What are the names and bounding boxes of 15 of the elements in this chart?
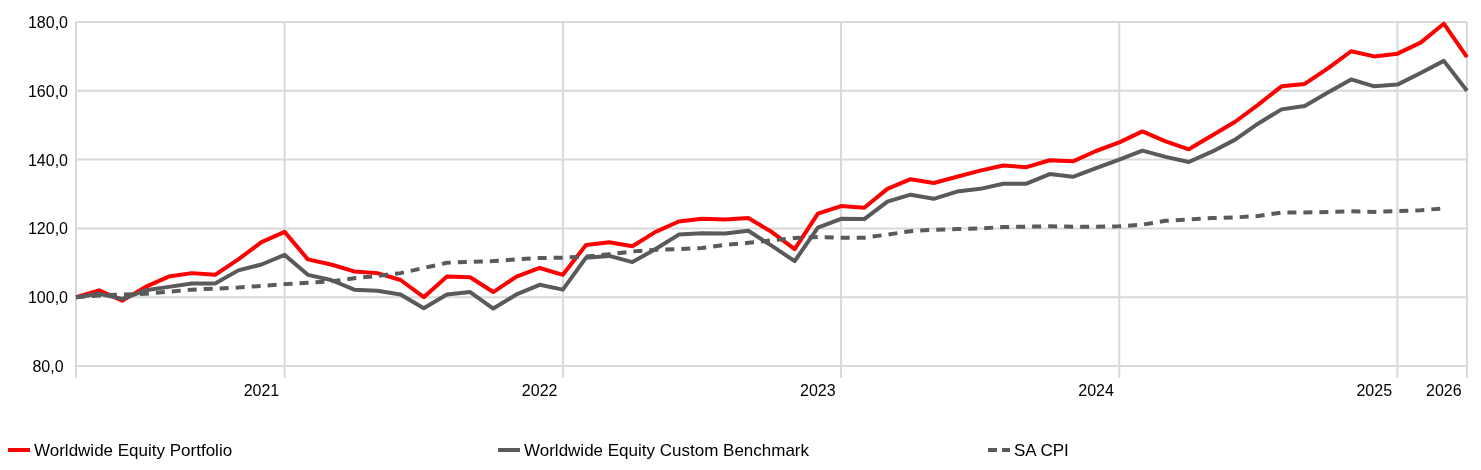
x-tick-label: 2023 bbox=[800, 382, 836, 399]
legend-label: Worldwide Equity Portfolio bbox=[34, 441, 233, 460]
y-tick-label: 140,0 bbox=[27, 151, 69, 169]
x-tick-label: 2025 bbox=[1356, 382, 1393, 399]
legend-label: SA CPI bbox=[1014, 441, 1069, 460]
x-tick-label: 2021 bbox=[243, 382, 280, 399]
y-tick-label: 160,0 bbox=[27, 82, 69, 100]
x-tick-label: 2022 bbox=[521, 382, 558, 399]
x-tick-label: 2026 bbox=[1426, 382, 1462, 399]
x-tick-label: 2024 bbox=[1078, 382, 1114, 399]
y-tick-label: 120,0 bbox=[27, 220, 69, 238]
y-tick-label: 180,0 bbox=[27, 14, 69, 31]
y-tick-label: 100,0 bbox=[27, 289, 69, 307]
y-tick-label: 80,0 bbox=[32, 358, 64, 375]
legend-label: Worldwide Equity Custom Benchmark bbox=[524, 441, 810, 460]
